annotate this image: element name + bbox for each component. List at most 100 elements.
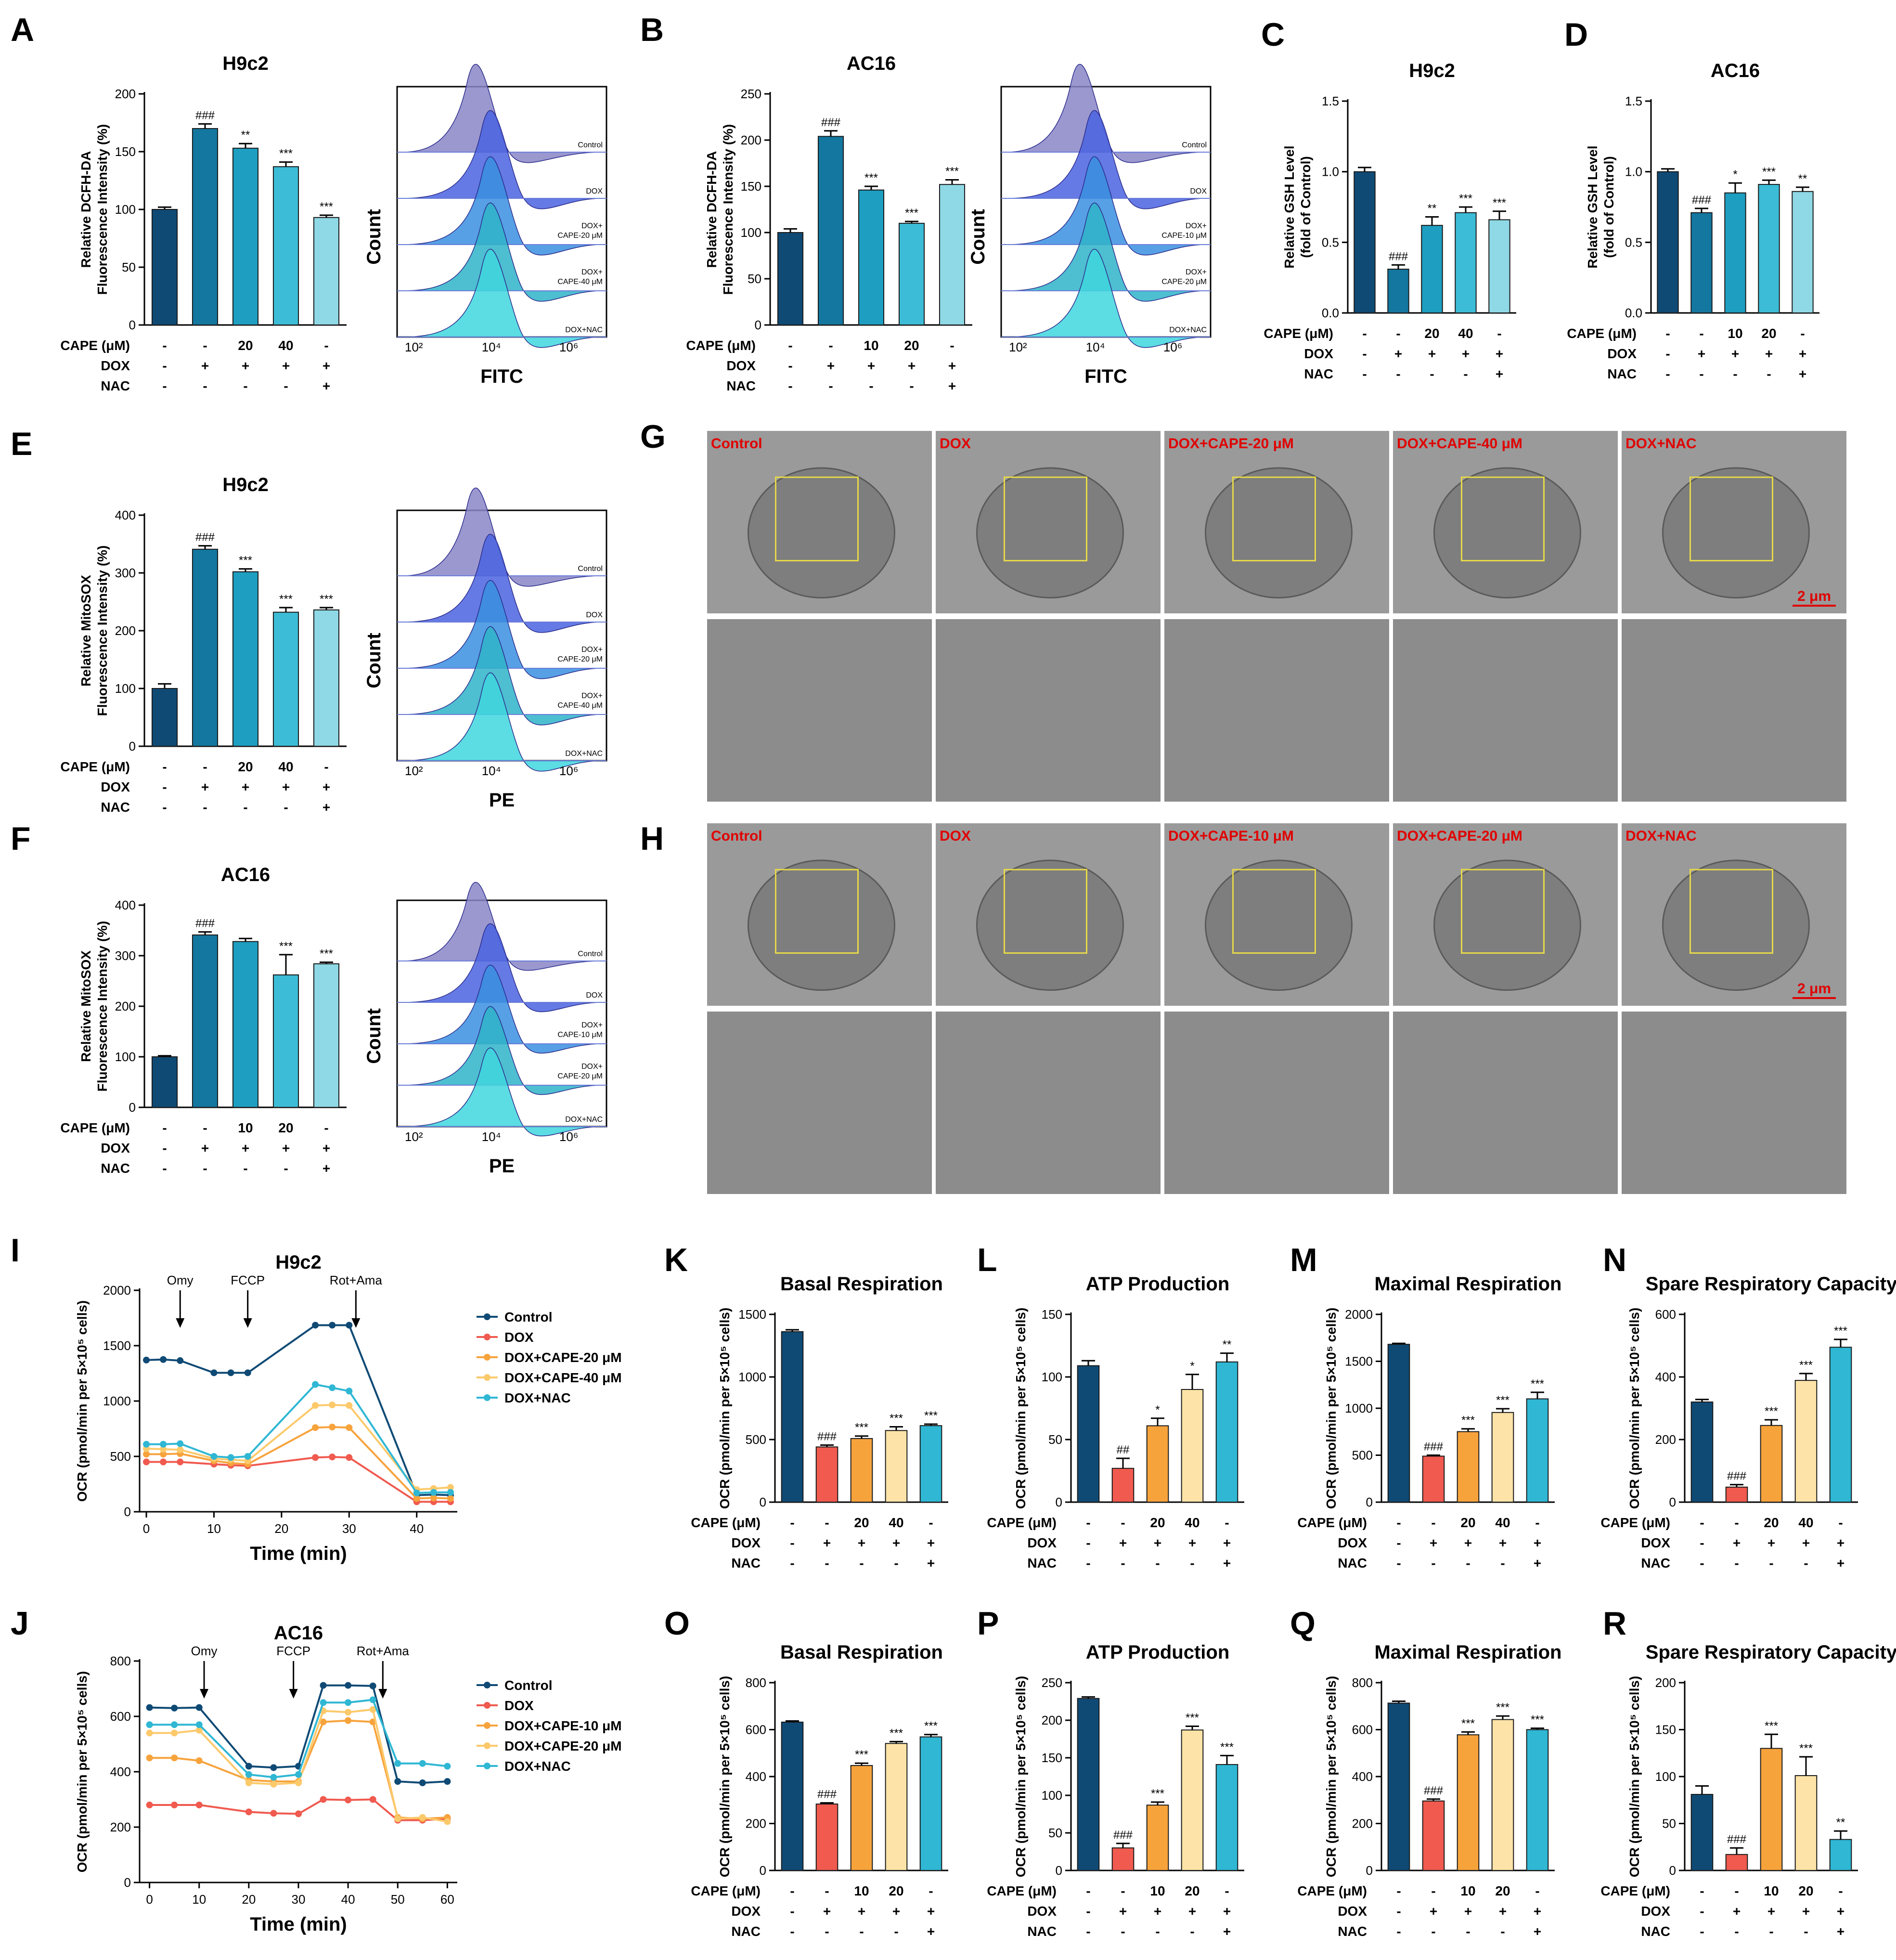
bar	[1422, 1800, 1445, 1871]
data-point	[346, 1424, 353, 1431]
y-tick-label: 200	[1655, 1675, 1676, 1690]
y-axis-label-line: (fold of Control)	[1298, 156, 1313, 258]
condition-row-label: NAC	[101, 378, 130, 393]
tem-zoom-image	[936, 619, 1161, 802]
tem-cell-outline	[976, 859, 1124, 991]
condition-value: -	[162, 779, 167, 794]
data-point	[177, 1458, 184, 1466]
condition-value: -	[1396, 1883, 1401, 1898]
significance-label: ###	[195, 531, 215, 544]
condition-value: -	[825, 1556, 829, 1571]
condition-value: -	[1396, 1515, 1401, 1530]
flow-sample-label: DOX+	[581, 646, 603, 654]
flow-sample-label: CAPE-40 μM	[557, 701, 603, 710]
flow-x-tick: 10⁶	[559, 1129, 579, 1144]
condition-value: -	[1734, 1515, 1739, 1530]
y-tick-label: 100	[1042, 1370, 1062, 1384]
bar	[777, 232, 804, 325]
panel-letter-o: O	[664, 1605, 690, 1642]
y-axis-label-line: Relative MitoSOX	[78, 950, 93, 1062]
tem-condition-label: DOX+CAPE-20 μM	[1168, 436, 1294, 452]
bar	[1792, 191, 1814, 313]
tem-panel-g: Control DOX DOX+CAPE-20 μM DOX+CAPE-40 μM DO…	[707, 431, 1846, 802]
bar	[1758, 184, 1780, 313]
condition-value: 40	[1495, 1515, 1510, 1530]
data-point	[369, 1796, 376, 1803]
tem-micrographs: Control DOX DOX+CAPE-20 μM DOX+CAPE-40 μM DO…	[707, 431, 1846, 1194]
flow-x-label: FITC	[1084, 366, 1127, 387]
legend-marker	[484, 1742, 490, 1749]
data-point	[312, 1424, 319, 1431]
data-point	[146, 1754, 153, 1762]
condition-value: -	[869, 378, 873, 393]
flow-sample-label: DOX+NAC	[1169, 326, 1207, 334]
bar	[815, 1804, 838, 1871]
bar	[313, 963, 340, 1108]
data-point	[329, 1402, 336, 1409]
y-axis-label: OCR (pmol/min per 5×10⁵ cells)	[717, 1308, 732, 1509]
condition-value: +	[1119, 1904, 1127, 1919]
significance-label: ***	[279, 593, 293, 606]
tem-cell-outline	[1662, 859, 1810, 991]
flow-x-label: PE	[489, 1155, 515, 1177]
flow-sample-label: DOX	[586, 187, 603, 195]
x-tick-label: 40	[341, 1892, 355, 1907]
significance-label: ***	[320, 948, 333, 961]
condition-value: -	[203, 800, 207, 815]
tem-condition-label: Control	[711, 436, 762, 452]
data-point	[346, 1388, 353, 1395]
condition-value: +	[1119, 1535, 1127, 1550]
bar-chart-o: Basal Respiration 0 200 400 600 800 OCR (pmol/…	[691, 1642, 948, 1939]
legend-marker	[484, 1354, 490, 1361]
annotation-label: Rot+Ama	[357, 1644, 410, 1658]
significance-label: ***	[1799, 1359, 1813, 1372]
data-point	[146, 1802, 153, 1808]
significance-label: ***	[1765, 1719, 1778, 1732]
tem-scale-label: 2 μm	[1797, 588, 1831, 604]
data-point	[270, 1764, 277, 1771]
flow-histogram	[401, 533, 602, 633]
significance-label: ***	[924, 1409, 938, 1422]
significance-label: ###	[1389, 250, 1408, 263]
bar	[898, 222, 925, 325]
condition-row-label: NAC	[101, 800, 130, 815]
bar	[1724, 192, 1746, 313]
tem-condition-label: DOX	[940, 436, 971, 452]
tem-zoom-image	[1164, 1012, 1389, 1194]
condition-value: -	[825, 1924, 829, 1939]
y-tick-label: 800	[1352, 1675, 1373, 1690]
y-tick-label: 0	[1669, 1863, 1676, 1878]
data-point	[430, 1494, 437, 1502]
significance-label: ***	[279, 147, 293, 160]
bar	[1526, 1398, 1549, 1503]
flow-histogram	[401, 202, 602, 302]
flow-histogram	[401, 626, 602, 726]
significance-label: **	[241, 129, 250, 142]
condition-value: -	[1734, 1556, 1739, 1571]
bar	[885, 1430, 908, 1503]
condition-value: -	[825, 1883, 829, 1898]
tem-zoom-box	[775, 869, 859, 954]
tem-zoom-image	[1393, 619, 1618, 802]
condition-value: +	[1837, 1535, 1844, 1550]
y-axis-label-line: OCR (pmol/min per 5×10⁵ cells)	[717, 1308, 732, 1509]
bar	[272, 611, 299, 747]
condition-value: -	[1121, 1924, 1125, 1939]
legend-label: DOX	[504, 1330, 534, 1345]
panel-letter-p: P	[977, 1605, 999, 1642]
bar	[151, 209, 178, 325]
condition-value: -	[1396, 326, 1400, 341]
legend-label: DOX+CAPE-20 μM	[504, 1739, 622, 1753]
bar	[1387, 1702, 1410, 1871]
legend-label: DOX+CAPE-20 μM	[504, 1350, 622, 1365]
legend-marker	[484, 1374, 490, 1381]
y-axis-label-line: Relative GSH Level	[1282, 145, 1297, 268]
y-axis-label-line: Relative GSH Level	[1585, 145, 1600, 268]
bar-chart-q: Maximal Respiration 0 200 400 600 800 OCR (pmo…	[1297, 1642, 1561, 1939]
condition-value: -	[1804, 1556, 1808, 1571]
bar	[151, 1056, 178, 1108]
data-point	[244, 1369, 251, 1376]
data-point	[346, 1402, 353, 1409]
y-axis-label: Relative MitoSOXFluorescence Intensity (…	[78, 921, 110, 1092]
condition-value: +	[927, 1904, 935, 1919]
